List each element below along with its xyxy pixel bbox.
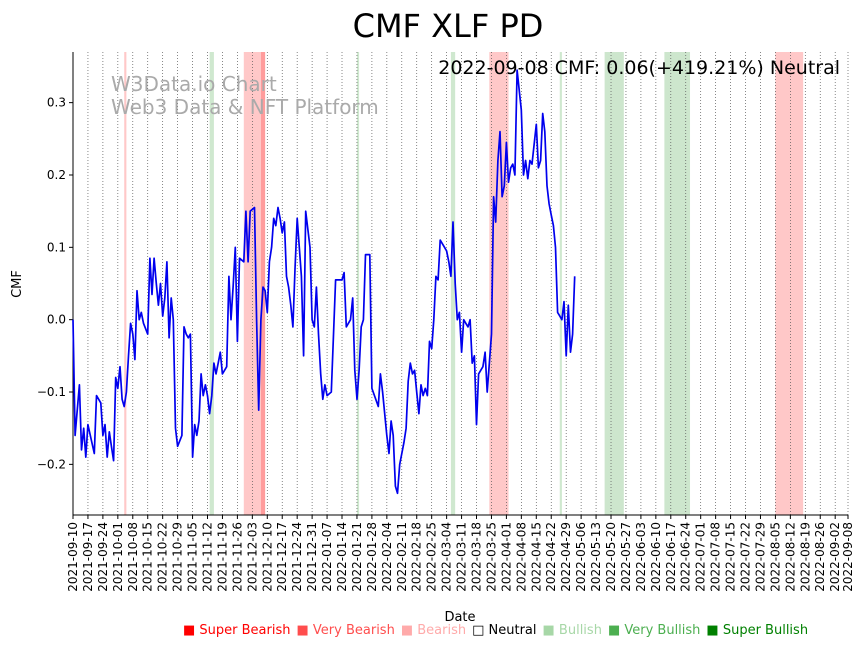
x-tick-label: 2021-10-29	[171, 522, 185, 592]
x-tick-label: 2022-01-21	[350, 522, 364, 592]
signal-region-1	[209, 52, 214, 515]
y-axis-label: CMF	[10, 270, 25, 298]
x-tick-label: 2022-05-20	[604, 522, 618, 592]
signal-region-10	[775, 52, 804, 515]
x-tick-label: 2021-11-26	[230, 522, 244, 592]
x-tick-label: 2022-02-25	[425, 522, 439, 592]
legend-entry-2: ■ Bearish	[401, 623, 466, 638]
legend-entry-5: ■ Very Bullish	[608, 623, 700, 638]
legend-entry-6: ■ Super Bullish	[706, 623, 808, 638]
x-tick-label: 2022-05-06	[574, 522, 588, 592]
x-tick-label: 2022-04-01	[499, 522, 513, 592]
x-tick-label: 2022-04-15	[529, 522, 543, 592]
x-tick-label: 2022-08-05	[768, 522, 782, 592]
signal-region-7	[559, 52, 562, 515]
x-tick-label: 2021-10-08	[126, 522, 140, 592]
watermark-line-1: W3Data.io Chart	[111, 72, 277, 96]
signal-region-3	[260, 52, 266, 515]
x-tick-label: 2022-03-18	[470, 522, 484, 592]
x-tick-label: 2022-06-10	[649, 522, 663, 592]
info-text: 2022-09-08 CMF: 0.06(+419.21%) Neutral	[438, 57, 840, 79]
signal-region-6	[489, 52, 509, 515]
x-tick-label: 2022-07-01	[694, 522, 708, 592]
x-tick-label: 2022-06-24	[679, 522, 693, 592]
y-tick-label: 0.0	[47, 313, 66, 327]
x-tick-label: 2021-12-24	[290, 522, 304, 592]
x-tick-label: 2022-06-03	[634, 522, 648, 592]
x-tick-label: 2021-10-01	[111, 522, 125, 592]
x-tick-label: 2022-03-04	[440, 522, 454, 592]
x-tick-label: 2021-11-05	[186, 522, 200, 592]
x-tick-label: 2022-09-08	[841, 522, 855, 592]
x-tick-label: 2022-07-08	[709, 522, 723, 592]
x-axis-label: Date	[444, 610, 475, 625]
x-tick-label: 2021-12-03	[245, 522, 259, 592]
x-tick-label: 2022-01-07	[320, 522, 334, 592]
cmf-series-line	[72, 69, 576, 495]
x-tick-label: 2022-07-15	[724, 522, 738, 592]
signal-region-5	[450, 52, 456, 515]
x-tick-label: 2022-08-26	[813, 522, 827, 592]
signal-region-0	[124, 52, 127, 515]
watermark-line-2: Web3 Data & NFT Platform	[111, 95, 379, 119]
x-tick-label: 2022-05-27	[619, 522, 633, 592]
signal-region-8	[604, 52, 624, 515]
x-tick-label: 2021-12-10	[260, 522, 274, 592]
x-tick-label: 2022-04-08	[514, 522, 528, 592]
x-tick-label: 2022-08-19	[798, 522, 812, 592]
x-tick-label: 2022-08-12	[783, 522, 797, 592]
x-tick-label: 2022-05-13	[589, 522, 603, 592]
x-tick-label: 2022-01-14	[335, 522, 349, 592]
x-tick-label: 2021-10-15	[141, 522, 155, 592]
chart-title: CMF XLF PD	[353, 7, 544, 45]
x-tick-label: 2021-11-12	[201, 522, 215, 592]
legend: ■ Super Bearish ■ Very Bearish ■ Bearish □ …	[183, 623, 808, 638]
x-tick-label: 2022-09-02	[828, 522, 842, 592]
x-tick-label: 2022-03-25	[484, 522, 498, 592]
x-tick-label: 2022-02-11	[395, 522, 409, 592]
x-tick-label: 2021-10-22	[156, 522, 170, 592]
y-tick-label: 0.3	[47, 96, 66, 110]
x-tick-label: 2022-02-18	[410, 522, 424, 592]
y-tick-label: −0.1	[37, 385, 66, 399]
legend-entry-0: ■ Super Bearish	[183, 623, 291, 638]
x-tick-label: 2022-03-11	[455, 522, 469, 592]
signal-region-9	[664, 52, 691, 515]
x-tick-label: 2022-02-04	[380, 522, 394, 592]
legend-entry-4: ■ Bullish	[543, 623, 602, 638]
signal-region-4	[356, 52, 360, 515]
x-tick-label: 2021-09-10	[66, 522, 80, 592]
x-tick-label: 2022-01-28	[365, 522, 379, 592]
x-tick-label: 2021-09-24	[96, 522, 110, 592]
x-tick-label: 2022-07-22	[739, 522, 753, 592]
plot-area: −0.2 −0.1 0.0 0.1 0.2 0.3 2021-09-10 2021-09-17…	[37, 52, 855, 592]
legend-entry-1: ■ Very Bearish	[297, 623, 395, 638]
y-tick-label: 0.1	[47, 240, 66, 254]
x-tick-label: 2021-12-17	[275, 522, 289, 592]
y-tick-label: −0.2	[37, 457, 66, 471]
x-tick-label: 2021-11-19	[215, 522, 229, 592]
x-tick-label: 2022-06-17	[664, 522, 678, 592]
legend-entry-3: □ Neutral	[472, 623, 536, 638]
x-tick-label: 2021-12-31	[305, 522, 319, 592]
x-tick-label: 2022-07-29	[753, 522, 767, 592]
x-tick-label: 2021-09-17	[81, 522, 95, 592]
x-tick-label: 2022-04-29	[559, 522, 573, 592]
x-tick-label: 2022-04-22	[544, 522, 558, 592]
y-tick-label: 0.2	[47, 168, 66, 182]
